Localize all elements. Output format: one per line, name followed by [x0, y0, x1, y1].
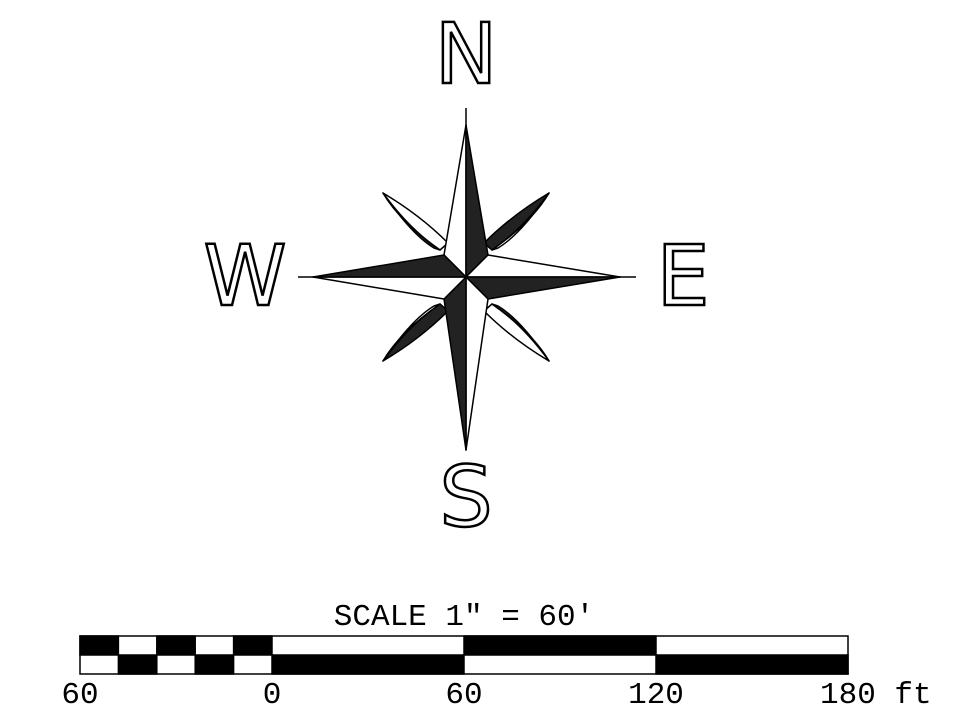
scale-label: 180 ft [820, 678, 932, 713]
compass-rose [298, 108, 636, 451]
scale-label: 120 [628, 678, 684, 713]
east-label: E [656, 227, 709, 325]
scale-segments [79, 635, 849, 675]
main-arms [312, 124, 621, 451]
scale-label: 0 [263, 678, 282, 713]
south-label: S [439, 448, 492, 546]
scale-label: 60 [445, 678, 482, 713]
scale-label: 60 [61, 678, 98, 713]
diagonal-points [382, 192, 550, 362]
west-label: W [203, 227, 286, 325]
north-label: N [435, 5, 498, 103]
scale-bar [79, 635, 849, 675]
scale-title: SCALE 1" = 60' [334, 600, 594, 635]
